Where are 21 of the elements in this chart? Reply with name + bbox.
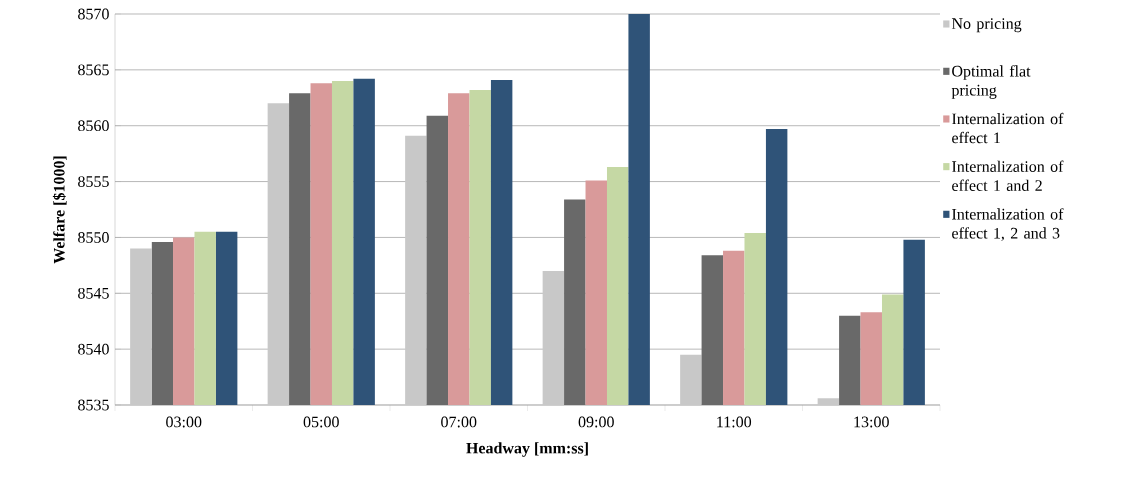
x-tick-label: 03:00 xyxy=(166,416,202,428)
x-axis-title: Headway [mm:ss] xyxy=(466,442,588,457)
y-tick-label: 8555 xyxy=(78,176,109,187)
x-tick-label: 13:00 xyxy=(854,416,889,428)
y-tick-label: 8560 xyxy=(78,120,109,132)
x-tick-label: 09:00 xyxy=(578,416,614,428)
y-tick-label: 8545 xyxy=(78,287,109,299)
y-tick-label: 8535 xyxy=(78,399,109,411)
legend-label: Internalization of effect 1, 2 and 3 xyxy=(952,208,1064,241)
x-tick-label: 11:00 xyxy=(717,416,752,428)
y-tick-label: 8565 xyxy=(78,64,109,76)
y-tick-label: 8550 xyxy=(78,232,109,243)
legend-label: Internalization of effect 1 xyxy=(952,112,1064,144)
y-tick-label: 8540 xyxy=(78,343,109,355)
legend-label: Optimal flat pricing xyxy=(951,65,1031,99)
y-tick-label: 8570 xyxy=(78,8,109,20)
x-tick-label: 07:00 xyxy=(441,416,477,428)
legend-label: Internalization of effect 1 and 2 xyxy=(952,160,1064,191)
x-tick-label: 05:00 xyxy=(303,416,339,428)
legend-label: No pricing xyxy=(951,18,1022,33)
y-axis-title: Welfare [$1000] xyxy=(52,156,67,264)
